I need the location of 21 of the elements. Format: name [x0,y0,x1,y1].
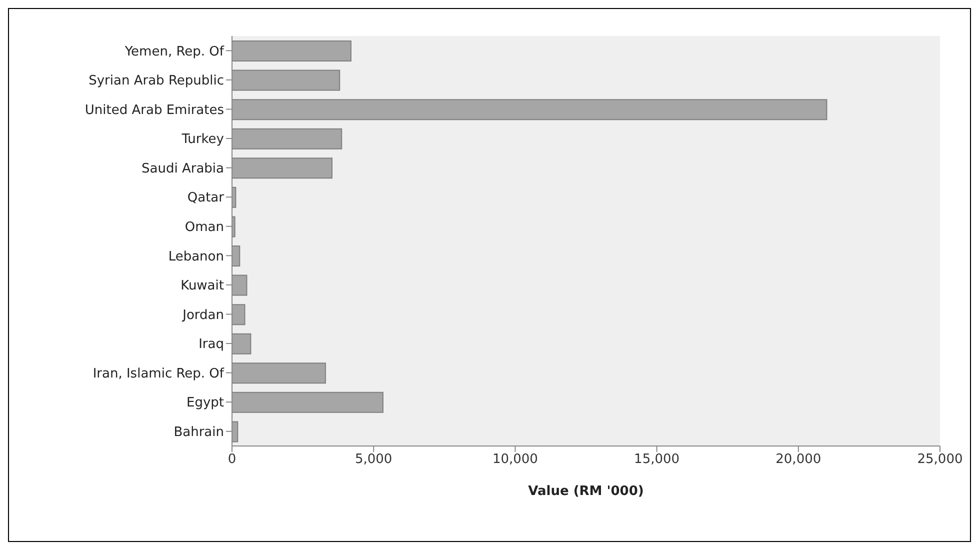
y-tick-label: Oman [184,220,224,235]
y-tick-label: Iran, Islamic Rep. Of [92,366,224,382]
y-tick-label: Bahrain [174,424,224,440]
y-tick-label: Syrian Arab Republic [88,74,224,89]
y-tick-label: Jordan [182,308,224,323]
x-axis-title: Value (RM '000) [528,484,644,499]
y-tick-label: Saudi Arabia [142,161,224,176]
y-tick-label: Iraq [198,337,224,352]
x-tick-label: 0 [228,452,236,468]
x-tick-label: 25,000 [917,452,963,468]
y-tick-label: United Arab Emirates [84,102,224,118]
x-tick-label: 5,000 [354,452,392,468]
x-tick-label: 20,000 [776,452,822,468]
y-tick-label: Lebanon [168,249,224,264]
y-tick-label: Yemen, Rep. Of [124,44,224,60]
y-tick-label: Kuwait [180,278,224,294]
y-tick-label: Egypt [186,396,224,411]
y-tick-label: Qatar [187,190,225,206]
x-tick-label: 15,000 [634,452,680,468]
x-tick-label: 10,000 [492,452,538,468]
y-tick-label: Turkey [180,132,224,148]
